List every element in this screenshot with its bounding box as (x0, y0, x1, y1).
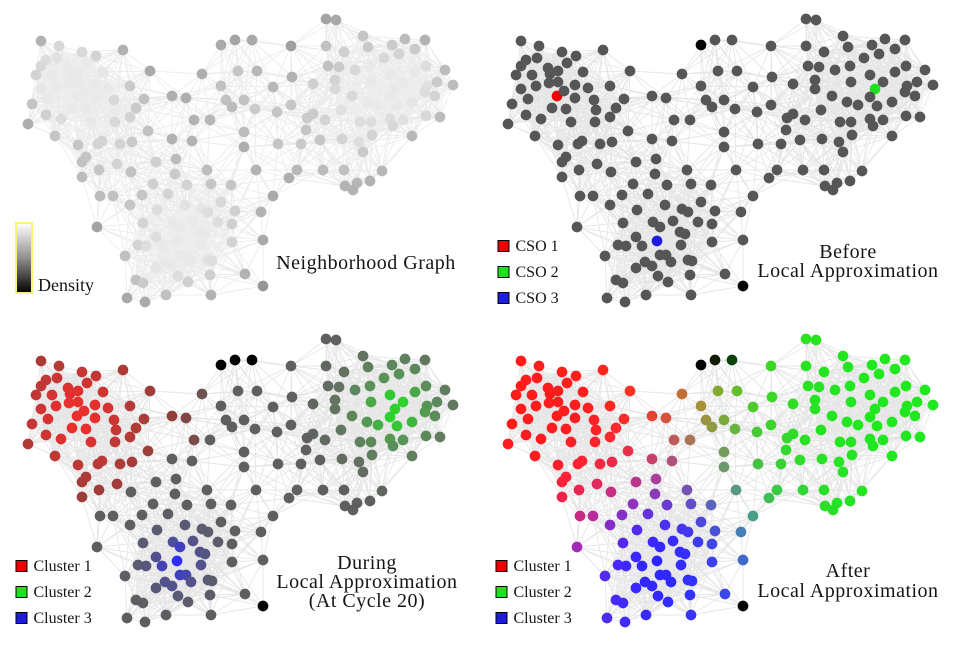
svg-text:Cluster 3: Cluster 3 (514, 610, 572, 627)
svg-text:Local Approximation: Local Approximation (757, 580, 938, 602)
svg-text:Density: Density (38, 275, 94, 295)
svg-text:Local Approximation: Local Approximation (276, 571, 457, 593)
svg-text:Local Approximation: Local Approximation (757, 260, 938, 282)
svg-text:Cluster 2: Cluster 2 (34, 584, 92, 601)
svg-text:Cluster 3: Cluster 3 (34, 610, 92, 627)
svg-text:Neighborhood Graph: Neighborhood Graph (276, 252, 456, 274)
svg-text:Cluster 2: Cluster 2 (514, 584, 572, 601)
svg-text:(At Cycle 20): (At Cycle 20) (309, 590, 425, 612)
svg-text:CSO 1: CSO 1 (516, 238, 559, 255)
svg-text:Cluster 1: Cluster 1 (34, 558, 92, 575)
svg-text:During: During (337, 552, 397, 574)
svg-text:After: After (826, 560, 871, 582)
svg-text:CSO 2: CSO 2 (516, 264, 559, 281)
svg-text:Cluster 1: Cluster 1 (514, 558, 572, 575)
svg-text:CSO 3: CSO 3 (516, 290, 559, 307)
svg-text:Before: Before (819, 241, 876, 263)
